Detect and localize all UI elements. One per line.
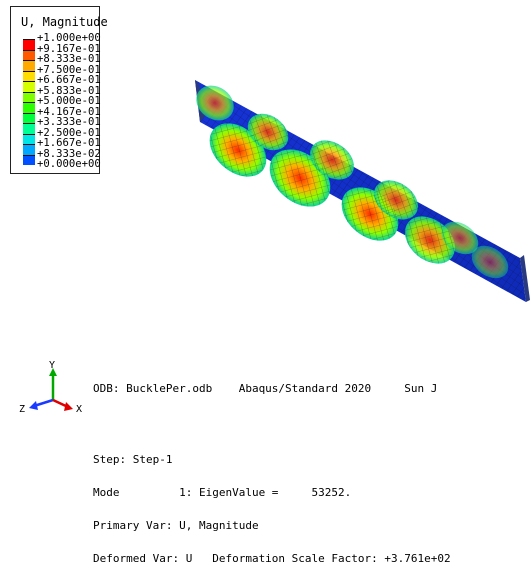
legend-label: +1.000e+00 <box>37 32 101 44</box>
info-step-line: Step: Step-1 <box>93 453 173 466</box>
legend-swatch <box>23 81 35 92</box>
legend-label: +3.333e-01 <box>37 116 101 128</box>
legend-label: +4.167e-01 <box>37 105 101 118</box>
legend-swatch <box>23 144 35 155</box>
triad-z-label: Z <box>19 404 25 415</box>
legend-label: +6.667e-01 <box>37 74 101 86</box>
legend-label: +0.000e+00 <box>37 158 101 170</box>
triad-z-axis <box>33 398 54 408</box>
plate-end-right <box>520 255 530 302</box>
legend-label: +2.500e-01 <box>37 126 101 139</box>
legend-swatch <box>23 112 35 123</box>
legend-swatch <box>23 102 35 113</box>
contour-legend: U, Magnitude +1.000e+00 +9.167e-01 +8.333e… <box>10 6 108 174</box>
legend-title: U, Magnitude <box>21 15 108 29</box>
info-mode-line: Mode 1: EigenValue = 53252. <box>93 486 352 499</box>
legend-swatch <box>23 60 35 71</box>
triad-z-arrow <box>29 401 38 410</box>
buckle-lobe-mesh <box>209 113 456 264</box>
legend-label: +9.167e-01 <box>37 42 101 55</box>
triad-y-arrow <box>49 368 57 376</box>
legend-swatch <box>23 154 35 165</box>
legend-labels: +1.000e+00 +9.167e-01 +8.333e-01 +7.500e-01… <box>37 33 101 170</box>
triad-y-label: Y <box>49 360 55 371</box>
axis-triad: Y Z X <box>19 360 82 415</box>
legend-label: +1.667e-01 <box>37 137 101 149</box>
info-odb-line: ODB: BucklePer.odb Abaqus/Standard 2020 … <box>93 382 438 395</box>
model-viewport[interactable] <box>0 0 531 436</box>
info-deformed-var-line: Deformed Var: U Deformation Scale Factor… <box>93 552 451 565</box>
legend-label: +8.333e-02 <box>37 147 101 160</box>
triad-x-label: X <box>76 404 82 415</box>
triad-x-arrow <box>64 402 73 411</box>
legend-label: +5.000e-01 <box>37 95 101 107</box>
legend-color-bar <box>23 39 35 165</box>
legend-swatch <box>23 49 35 60</box>
legend-label: +8.333e-01 <box>37 53 101 65</box>
legend-label: +5.833e-01 <box>37 84 101 97</box>
odb-info-block: ODB: BucklePer.odb Abaqus/Standard 2020 … <box>93 361 451 575</box>
legend-swatch <box>23 133 35 144</box>
legend-swatch <box>23 39 35 50</box>
legend-swatch <box>23 91 35 102</box>
legend-swatch <box>23 123 35 134</box>
info-primary-var-line: Primary Var: U, Magnitude <box>93 519 259 532</box>
legend-swatch <box>23 70 35 81</box>
legend-label: +7.500e-01 <box>37 63 101 76</box>
